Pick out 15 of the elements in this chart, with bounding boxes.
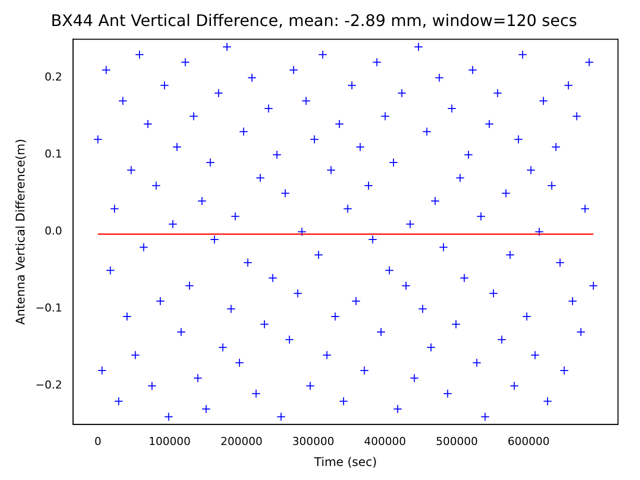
x-tick-label: 400000 — [364, 434, 406, 448]
x-tick-label: 600000 — [508, 434, 550, 448]
x-tick-label: 0 — [94, 434, 102, 448]
y-tick-label: −0.2 — [35, 378, 62, 392]
x-axis-title: Time (sec) — [313, 454, 377, 469]
x-tick-label: 200000 — [220, 434, 262, 448]
x-tick-label: 500000 — [436, 434, 478, 448]
chart-title: BX44 Ant Vertical Difference, mean: -2.89 mm, window=120 secs — [50, 10, 578, 30]
x-tick-label: 300000 — [292, 434, 334, 448]
y-axis-title: Antenna Vertical Difference(m) — [13, 138, 28, 325]
y-tick-label: 0.0 — [44, 224, 62, 238]
y-tick-label: 0.2 — [44, 70, 62, 84]
x-tick-label: 100000 — [148, 434, 191, 448]
y-tick-label: −0.1 — [35, 302, 62, 315]
y-tick-label: 0.1 — [44, 148, 62, 161]
